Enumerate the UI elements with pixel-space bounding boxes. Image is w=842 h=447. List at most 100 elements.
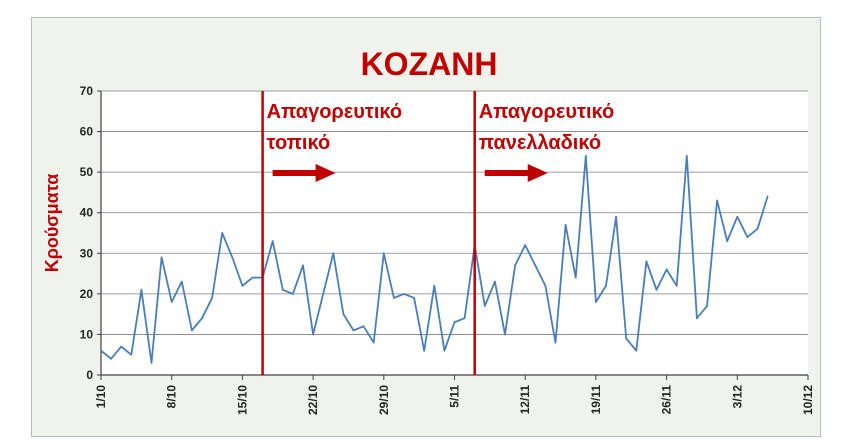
data-point <box>362 325 365 328</box>
data-point <box>393 297 395 299</box>
data-point <box>564 223 567 226</box>
data-point <box>554 341 557 344</box>
y-tick-label: 50 <box>80 165 94 179</box>
data-point <box>483 305 486 307</box>
y-axis-label: Κρούσματα <box>42 174 62 273</box>
data-point <box>453 321 456 324</box>
data-point <box>140 288 143 291</box>
x-tick-label: 22/10 <box>306 385 320 415</box>
data-point <box>292 292 294 295</box>
y-tick-labels: 0 10 20 30 40 50 60 70 <box>80 84 94 382</box>
x-tick-label: 12/11 <box>518 385 532 415</box>
chart-title: KOZANH <box>361 46 498 82</box>
lockdown-national-label-line1: Απαγορευτικό <box>479 101 615 123</box>
lockdown-local-label-line2: τοπικό <box>267 132 331 154</box>
data-point <box>120 345 123 348</box>
x-tick-labels: 1/10 8/10 15/10 22/10 29/10 5/11 12/11 19/11 26/… <box>94 385 815 415</box>
data-point <box>746 236 749 238</box>
y-tick-label: 40 <box>80 206 94 220</box>
data-point <box>433 284 436 287</box>
chart: KOZANH Κρούσματα 0 10 20 30 40 50 60 70 1/10 8/1… <box>42 46 815 415</box>
x-tick-label: 5/11 <box>448 385 462 408</box>
plot-area <box>101 91 808 375</box>
data-point <box>413 297 415 299</box>
data-point <box>706 305 708 307</box>
x-tick-label: 1/10 <box>94 385 108 409</box>
data-point <box>191 329 193 332</box>
lockdown-local-label-line1: Απαγορευτικό <box>267 101 403 123</box>
data-point <box>403 292 405 295</box>
data-point <box>635 349 638 352</box>
data-point <box>504 333 506 336</box>
data-point <box>372 341 375 344</box>
data-point <box>726 240 729 243</box>
series-layer <box>100 155 769 364</box>
data-point <box>110 357 112 360</box>
data-point <box>251 276 254 279</box>
data-point <box>655 288 658 291</box>
data-point <box>514 264 516 267</box>
data-point <box>756 228 759 230</box>
data-point <box>221 232 224 234</box>
y-tick-label: 30 <box>80 246 94 260</box>
data-point <box>150 361 153 364</box>
y-tick-label: 70 <box>80 84 94 98</box>
data-point <box>463 317 466 320</box>
lockdown-national-label-line2: πανελλαδικό <box>479 132 601 154</box>
chart-frame: KOZANH Κρούσματα 0 10 20 30 40 50 60 70 1/10 8/1… <box>31 17 821 437</box>
data-point <box>201 317 203 320</box>
x-tick-label: 19/11 <box>589 385 603 415</box>
data-point <box>443 349 446 352</box>
data-point <box>302 264 304 267</box>
data-point <box>625 337 628 340</box>
data-point <box>736 215 739 218</box>
data-point <box>100 349 102 352</box>
x-tick-label: 29/10 <box>377 385 391 415</box>
data-point <box>544 284 547 287</box>
data-point <box>130 353 133 356</box>
data-point <box>382 252 385 255</box>
data-point <box>322 292 325 295</box>
data-point <box>675 284 678 287</box>
data-point <box>342 313 345 316</box>
data-point <box>665 268 668 271</box>
data-point <box>352 329 355 332</box>
data-point <box>584 155 587 157</box>
data-point <box>271 240 274 243</box>
data-point <box>605 284 607 287</box>
y-tick-label: 0 <box>86 368 93 382</box>
data-point <box>574 276 577 279</box>
data-point <box>231 256 234 259</box>
x-tick-label: 26/11 <box>660 385 674 415</box>
data-point <box>170 301 173 303</box>
data-point <box>494 280 496 283</box>
x-tick-label: 10/12 <box>801 385 815 415</box>
data-point <box>332 252 335 255</box>
grid-lines <box>97 90 809 380</box>
data-point <box>615 215 617 218</box>
arrow-right-icon <box>484 164 548 182</box>
data-point <box>241 284 244 287</box>
x-tick-label: 3/12 <box>730 385 744 409</box>
data-point <box>645 260 648 263</box>
data-point <box>281 288 284 291</box>
data-point <box>696 317 698 320</box>
data-point <box>685 155 688 157</box>
data-point <box>180 280 183 283</box>
y-tick-label: 20 <box>80 287 94 301</box>
x-tick-label: 15/10 <box>235 385 249 415</box>
y-tick-label: 60 <box>80 125 94 139</box>
data-point <box>524 244 527 247</box>
x-tick-label: 8/10 <box>165 385 179 409</box>
data-point <box>423 349 426 352</box>
arrow-right-icon <box>272 164 336 182</box>
annotations: Απαγορευτικό τοπικό Απαγορευτικό πανελλα… <box>261 91 615 375</box>
data-point <box>595 301 597 303</box>
y-tick-label: 10 <box>80 327 94 341</box>
data-point <box>312 333 314 336</box>
data-point <box>766 195 769 198</box>
data-point <box>534 264 537 267</box>
data-point <box>211 297 214 299</box>
data-point <box>716 199 718 202</box>
data-point <box>160 256 163 259</box>
